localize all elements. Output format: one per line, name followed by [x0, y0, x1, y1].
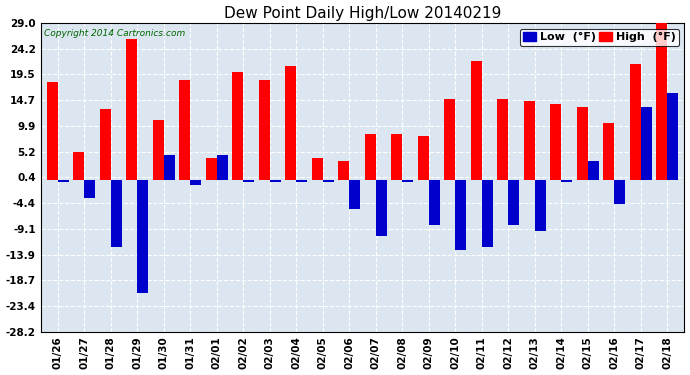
Bar	[349, 180, 360, 209]
Bar	[482, 180, 493, 247]
Bar	[471, 61, 482, 180]
Bar	[402, 180, 413, 182]
Bar	[588, 160, 599, 180]
Bar	[455, 180, 466, 250]
Bar	[417, 136, 428, 180]
Bar	[524, 101, 535, 180]
Bar	[338, 160, 349, 180]
Bar	[509, 180, 520, 225]
Bar	[641, 107, 652, 180]
Bar	[656, 23, 667, 180]
Bar	[376, 180, 387, 236]
Bar	[270, 180, 281, 182]
Bar	[84, 180, 95, 198]
Text: Copyright 2014 Cartronics.com: Copyright 2014 Cartronics.com	[43, 29, 185, 38]
Bar	[285, 66, 296, 180]
Bar	[312, 158, 323, 180]
Bar	[47, 82, 58, 180]
Bar	[323, 180, 334, 182]
Bar	[603, 123, 614, 180]
Bar	[259, 80, 270, 180]
Bar	[629, 64, 641, 180]
Bar	[391, 134, 402, 180]
Bar	[614, 180, 625, 204]
Bar	[190, 180, 201, 185]
Bar	[667, 93, 678, 180]
Bar	[58, 180, 69, 182]
Bar	[126, 39, 137, 180]
Legend: Low  (°F), High  (°F): Low (°F), High (°F)	[520, 28, 679, 46]
Bar	[364, 134, 376, 180]
Bar	[244, 180, 255, 182]
Bar	[497, 99, 509, 180]
Bar	[137, 180, 148, 293]
Bar	[73, 152, 84, 180]
Bar	[232, 72, 244, 180]
Bar	[535, 180, 546, 231]
Bar	[206, 158, 217, 180]
Title: Dew Point Daily High/Low 20140219: Dew Point Daily High/Low 20140219	[224, 6, 501, 21]
Bar	[561, 180, 573, 182]
Bar	[444, 99, 455, 180]
Bar	[550, 104, 561, 180]
Bar	[217, 155, 228, 180]
Bar	[179, 80, 190, 180]
Bar	[296, 180, 307, 182]
Bar	[152, 120, 164, 180]
Bar	[111, 180, 122, 247]
Bar	[428, 180, 440, 225]
Bar	[99, 110, 111, 180]
Bar	[577, 107, 588, 180]
Bar	[164, 155, 175, 180]
